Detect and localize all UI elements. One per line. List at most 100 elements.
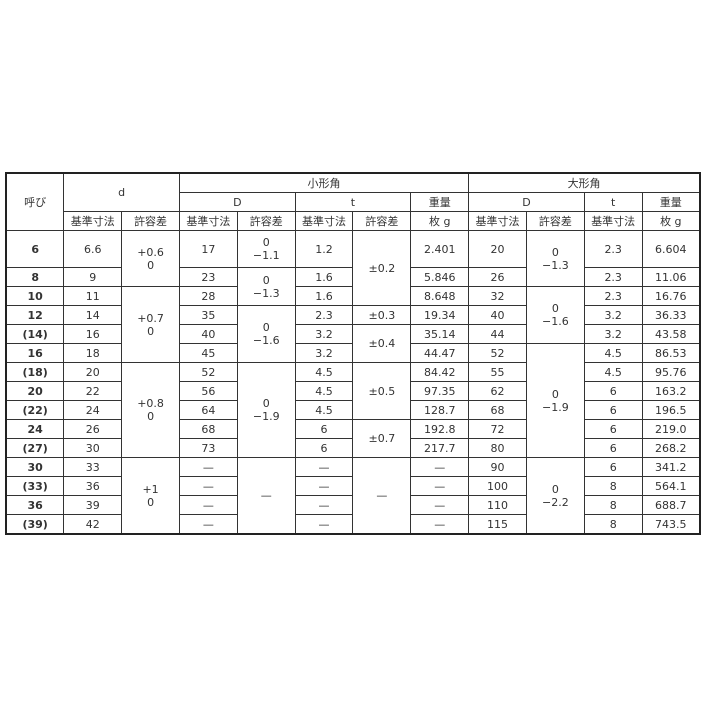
small-w-cell: — bbox=[410, 457, 470, 477]
small-w-cell: 217.7 bbox=[410, 438, 470, 458]
nominal-cell: 30 bbox=[5, 457, 65, 477]
small-t-tolerance-cell: ±0.4 bbox=[352, 324, 412, 363]
d-cell: 6.6 bbox=[63, 230, 123, 268]
large-t-cell: 3.2 bbox=[583, 305, 643, 325]
small-D-cell: — bbox=[178, 514, 238, 535]
large-t-cell: 6 bbox=[583, 457, 643, 477]
header-large-weight: 重量 bbox=[641, 192, 701, 212]
header-small-t: t bbox=[294, 192, 412, 212]
small-t-cell: 4.5 bbox=[294, 362, 354, 382]
large-t-cell: 6 bbox=[583, 419, 643, 439]
table-row: 24 26 68 6 ±0.7 192.8 72 6 219.0 bbox=[5, 419, 701, 458]
large-t-cell: 8 bbox=[583, 476, 643, 496]
small-D-cell: — bbox=[178, 457, 238, 477]
large-w-cell: 219.0 bbox=[641, 419, 701, 439]
header-large-t-basic: 基準寸法 bbox=[583, 211, 643, 231]
small-t-cell: 1.2 bbox=[294, 230, 354, 268]
large-t-cell: 6 bbox=[583, 381, 643, 401]
washer-dimension-table: 呼び d 小形角 大形角 D t 重量 D t 重量 基準寸法 許容差 基準寸法… bbox=[5, 172, 701, 535]
nominal-cell: (27) bbox=[5, 438, 65, 458]
large-D-cell: 55 bbox=[468, 362, 527, 382]
large-w-cell: 16.76 bbox=[641, 286, 701, 306]
header-small-weight: 重量 bbox=[410, 192, 470, 212]
large-t-cell: 3.2 bbox=[583, 324, 643, 344]
large-w-cell: 36.33 bbox=[641, 305, 701, 325]
large-D-cell: 68 bbox=[468, 400, 527, 420]
large-t-cell: 2.3 bbox=[583, 286, 643, 306]
nominal-cell: 16 bbox=[5, 343, 65, 363]
nominal-cell: 20 bbox=[5, 381, 65, 401]
large-t-cell: 6 bbox=[583, 438, 643, 458]
small-t-cell: — bbox=[294, 514, 354, 535]
small-D-tolerance-cell: 0 −1.9 bbox=[236, 362, 296, 458]
large-D-cell: 80 bbox=[468, 438, 527, 458]
d-cell: 16 bbox=[63, 324, 123, 344]
nominal-cell: 24 bbox=[5, 419, 65, 439]
nominal-cell: (22) bbox=[5, 400, 65, 420]
small-w-cell: — bbox=[410, 514, 470, 535]
header-d-basic: 基準寸法 bbox=[63, 211, 123, 231]
d-cell: 39 bbox=[63, 495, 123, 515]
nominal-cell: (39) bbox=[5, 514, 65, 535]
d-cell: 26 bbox=[63, 419, 123, 439]
table-row: 6 6.6 +0.6 0 17 0 −1.1 1.2 ±0.2 2.401 20 0 −1.3 2.… bbox=[5, 230, 701, 306]
header-small-D-tolerance: 許容差 bbox=[236, 211, 296, 231]
large-D-tolerance-cell: 0 −1.3 bbox=[525, 230, 585, 287]
small-w-cell: 84.42 bbox=[410, 362, 470, 382]
small-w-cell: 97.35 bbox=[410, 381, 470, 401]
table-row: (33) 36— — —100 8 564.1 bbox=[5, 476, 701, 496]
nominal-cell: 10 bbox=[5, 286, 65, 306]
table-row: 12 14 35 0 −1.6 2.3 ±0.3 19.34 40 3.2 36.33 bbox=[5, 305, 701, 363]
d-cell: 22 bbox=[63, 381, 123, 401]
header-large-t: t bbox=[583, 192, 643, 212]
nominal-cell: 8 bbox=[5, 267, 65, 287]
d-cell: 30 bbox=[63, 438, 123, 458]
small-D-cell: — bbox=[178, 476, 238, 496]
header-small-D: D bbox=[178, 192, 296, 212]
large-D-cell: 110 bbox=[468, 495, 527, 515]
large-D-tolerance-cell: 0 −2.2 bbox=[525, 457, 585, 535]
header-large-D-tolerance: 許容差 bbox=[525, 211, 585, 231]
large-D-cell: 72 bbox=[468, 419, 527, 439]
large-w-cell: 196.5 bbox=[641, 400, 701, 420]
small-D-cell: 40 bbox=[178, 324, 238, 344]
small-t-tolerance-cell: ±0.3 bbox=[352, 305, 412, 325]
nominal-cell: 36 bbox=[5, 495, 65, 515]
header-small-t-basic: 基準寸法 bbox=[294, 211, 354, 231]
table-row: (18) 20 +0.8 0 52 0 −1.9 4.5 ±0.5 84.42 55 4.5 95.… bbox=[5, 362, 701, 458]
d-cell: 33 bbox=[63, 457, 123, 477]
large-D-cell: 100 bbox=[468, 476, 527, 496]
header-large-square: 大形角 bbox=[468, 172, 701, 193]
small-t-cell: 3.2 bbox=[294, 324, 354, 344]
large-t-cell: 2.3 bbox=[583, 267, 643, 287]
table-row: 20 22 56 4.5 97.35 62 6 163.2 bbox=[5, 381, 701, 401]
table-row: 10 11 +0.7 0 28 1.6 8.648 32 0 −1.6 2.3 16.76 bbox=[5, 286, 701, 363]
d-tolerance-cell: +0.8 0 bbox=[121, 362, 180, 458]
small-w-cell: — bbox=[410, 476, 470, 496]
table-row: (39) 42— — —115 8 743.5 bbox=[5, 514, 701, 535]
small-D-cell: 68 bbox=[178, 419, 238, 439]
small-w-cell: 19.34 bbox=[410, 305, 470, 325]
large-w-cell: 6.604 bbox=[641, 230, 701, 268]
large-t-cell: 4.5 bbox=[583, 343, 643, 363]
header-d-tolerance: 許容差 bbox=[121, 211, 180, 231]
small-D-tolerance-cell: — bbox=[236, 457, 296, 535]
small-D-tolerance-cell: 0 −1.3 bbox=[236, 267, 296, 306]
small-t-cell: 1.6 bbox=[294, 267, 354, 287]
header-small-t-tolerance: 許容差 bbox=[352, 211, 412, 231]
header-d: d bbox=[63, 172, 180, 212]
d-cell: 14 bbox=[63, 305, 123, 325]
small-D-cell: 17 bbox=[178, 230, 238, 268]
large-D-cell: 44 bbox=[468, 324, 527, 344]
large-t-cell: 2.3 bbox=[583, 230, 643, 268]
large-w-cell: 86.53 bbox=[641, 343, 701, 363]
large-t-cell: 6 bbox=[583, 400, 643, 420]
large-t-cell: 4.5 bbox=[583, 362, 643, 382]
nominal-cell: (33) bbox=[5, 476, 65, 496]
small-t-cell: 4.5 bbox=[294, 400, 354, 420]
small-w-cell: 2.401 bbox=[410, 230, 470, 268]
d-cell: 18 bbox=[63, 343, 123, 363]
large-D-cell: 62 bbox=[468, 381, 527, 401]
nominal-cell: (14) bbox=[5, 324, 65, 344]
small-t-cell: 6 bbox=[294, 419, 354, 439]
